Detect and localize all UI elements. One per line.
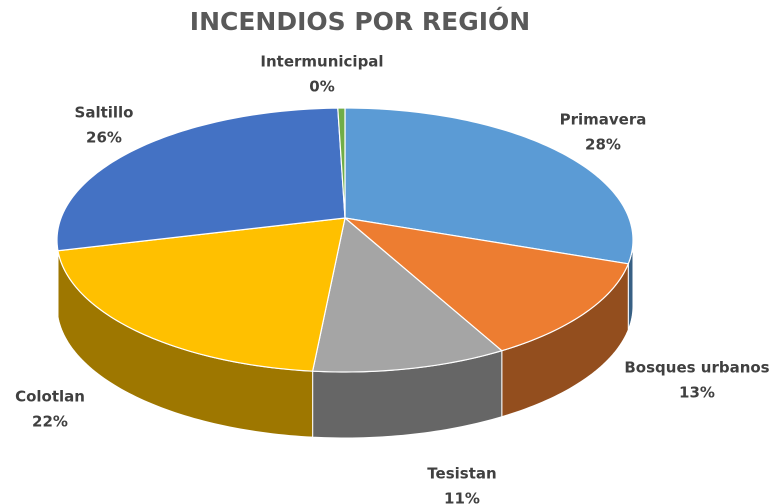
slice bbox=[342, 217, 630, 352]
data-label-value: 13% bbox=[679, 384, 715, 402]
slice bbox=[57, 217, 346, 372]
slice bbox=[56, 107, 346, 252]
data-label-value: 26% bbox=[86, 129, 122, 147]
pie-tops bbox=[56, 107, 634, 373]
data-label-name: Primavera bbox=[560, 111, 647, 129]
slice bbox=[344, 107, 634, 265]
data-label-name: Intermunicipal bbox=[260, 53, 383, 71]
data-label-value: 22% bbox=[32, 413, 68, 431]
data-label-value: 11% bbox=[444, 490, 480, 504]
data-label-name: Tesistan bbox=[427, 465, 496, 483]
slice bbox=[337, 107, 346, 219]
data-label-name: Bosques urbanos bbox=[624, 359, 769, 377]
slice bbox=[311, 216, 504, 373]
data-label-value: 28% bbox=[585, 136, 621, 154]
data-label-value: 0% bbox=[309, 78, 334, 96]
data-label-name: Colotlan bbox=[15, 388, 85, 406]
chart-title: INCENDIOS POR REGIÓN bbox=[190, 6, 530, 36]
data-label-name: Saltillo bbox=[75, 104, 134, 122]
